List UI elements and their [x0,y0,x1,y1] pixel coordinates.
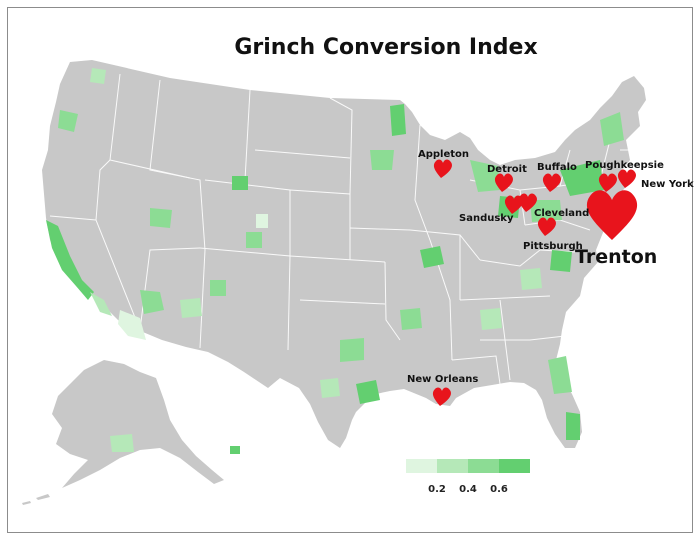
region [566,412,580,440]
city-label-new-orleans: New Orleans [407,374,478,385]
heart-icon [598,173,617,192]
city-markers [432,159,638,406]
city-label-trenton: Trenton [575,246,657,268]
us-mainland [42,60,646,448]
heart-icon [518,193,537,212]
region [548,356,572,394]
region [550,250,572,272]
legend-swatch [437,459,468,473]
city-label-detroit: Detroit [487,164,527,175]
region [246,232,262,248]
legend-tick: 0.4 [459,484,477,495]
region [58,110,78,132]
region [232,176,248,190]
heart-icon [494,173,513,192]
region [320,378,340,398]
heart-icon [617,169,636,188]
region [110,434,134,452]
region [256,214,268,228]
heart-icon [504,195,523,214]
legend-tick: 0.2 [428,484,446,495]
city-label-new-york: New York [641,179,694,190]
region [210,280,226,296]
aleutian-islands [22,494,50,505]
region [230,446,240,454]
region [420,246,444,268]
region [150,208,172,228]
region [356,380,380,404]
region [600,112,624,146]
region [340,338,364,362]
city-label-cleveland: Cleveland [534,208,589,219]
legend: 0.2 0.4 0.6 [406,459,530,495]
heart-icon [432,387,451,406]
legend-swatch [406,459,437,473]
heart-icon [433,159,452,178]
city-label-appleton: Appleton [418,149,469,160]
region [520,268,542,290]
legend-swatch [468,459,499,473]
region [560,160,604,196]
heart-icon-large [586,190,638,240]
city-label-sandusky: Sandusky [459,213,514,224]
heart-icon [542,173,561,192]
region [400,308,422,330]
region [90,68,106,84]
city-labels: Appleton Detroit Buffalo Poughkeepsie Ne… [407,149,694,385]
city-label-buffalo: Buffalo [537,162,577,173]
legend-swatch [499,459,530,473]
legend-tick: 0.6 [490,484,508,495]
region [370,150,394,170]
index-regions [46,68,624,454]
map-title: Grinch Conversion Index [234,35,537,60]
region [390,104,406,136]
city-label-poughkeepsie: Poughkeepsie [585,160,664,171]
region [480,308,502,330]
region [530,200,562,222]
region [470,160,500,192]
region [180,298,202,318]
region [46,220,94,300]
heart-icon [537,217,556,236]
region [140,290,164,314]
region [118,310,146,340]
region [90,292,112,316]
alaska [52,360,224,488]
city-label-pittsburgh: Pittsburgh [523,241,583,252]
